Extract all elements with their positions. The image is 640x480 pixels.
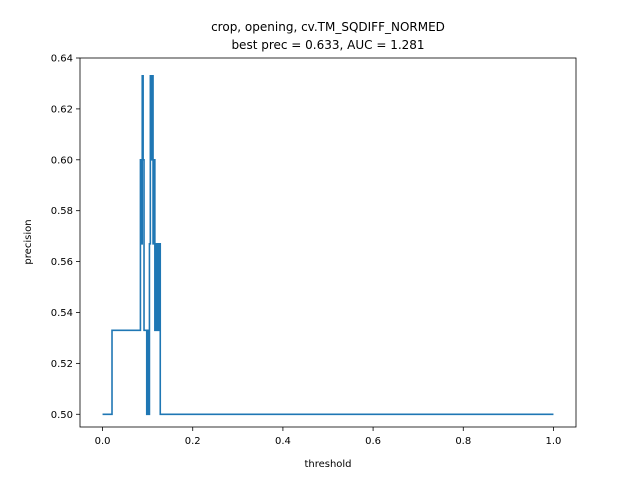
x-tick-label: 1.0 — [546, 436, 562, 447]
y-tick-label: 0.64 — [51, 54, 73, 65]
x-tick-label: 0.2 — [185, 436, 201, 447]
x-tick-label: 0.8 — [455, 436, 471, 447]
plot-frame — [79, 57, 577, 428]
y-axis-label: precision — [23, 219, 34, 264]
y-tick-label: 0.54 — [51, 308, 73, 319]
y-tick-label: 0.58 — [51, 206, 73, 217]
y-tick-label: 0.56 — [51, 257, 73, 268]
y-tick-label: 0.50 — [51, 410, 73, 421]
chart-title: crop, opening, cv.TM_SQDIFF_NORMED — [211, 20, 445, 34]
y-tick-label: 0.60 — [51, 155, 73, 166]
chart-subtitle: best prec = 0.633, AUC = 1.281 — [231, 38, 424, 52]
y-tick-label: 0.62 — [51, 104, 73, 115]
x-tick-label: 0.0 — [95, 436, 111, 447]
x-tick-label: 0.4 — [275, 436, 291, 447]
x-tick-label: 0.6 — [365, 436, 381, 447]
precision-series-line — [102, 75, 554, 416]
y-tick-label: 0.52 — [51, 359, 73, 370]
x-axis-label: threshold — [304, 459, 351, 470]
